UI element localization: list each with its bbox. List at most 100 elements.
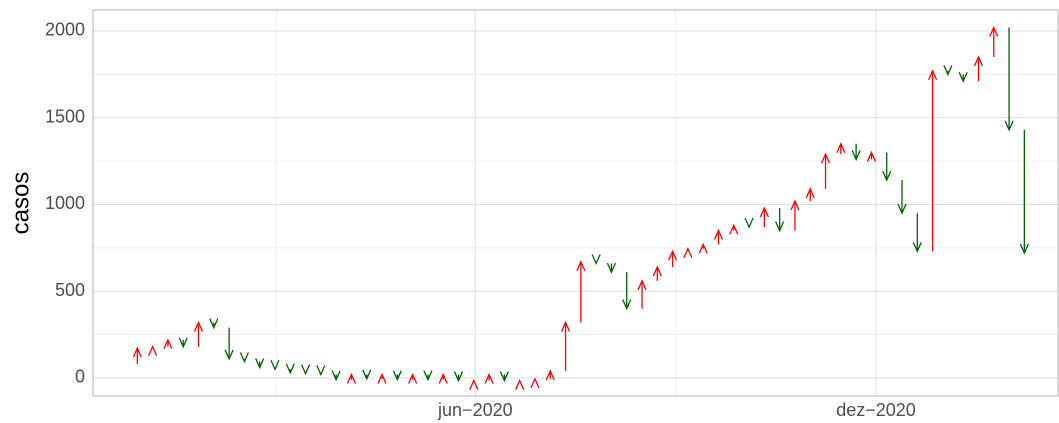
arrow-head [729,223,739,235]
arrow-head [193,320,204,332]
arrow-head [973,55,984,67]
arrow [683,247,693,258]
arrow [652,265,662,281]
arrow [790,199,800,231]
arrow-head [331,370,341,382]
arrow-head [668,249,678,261]
arrow [989,25,999,58]
arrow-head [897,203,907,215]
arrow-head [943,65,953,76]
arrow [193,320,204,347]
x-tick-label: dez−2020 [836,400,916,420]
arrow-head [790,199,800,211]
arrow-head [285,363,295,375]
arrow [560,320,571,372]
arrow [759,206,769,228]
arrow-head [545,369,555,381]
arrow [622,272,632,311]
arrow [729,223,739,235]
arrow [805,187,815,202]
arrow-head [775,221,785,233]
arrow-head [453,371,464,383]
arrow-head [560,320,571,332]
arrow-head [713,228,724,240]
arrow-head [178,337,188,349]
y-tick-label: 500 [55,280,85,300]
arrow [545,369,555,381]
arrow [132,346,142,365]
arrow [958,72,968,83]
arrow [1019,129,1029,255]
arrow [270,360,280,371]
arrow [912,213,922,253]
arrow-head [1004,120,1014,132]
arrow-head [1019,243,1029,255]
arrow [377,372,387,384]
arrow-head [866,150,877,162]
arrow-head [224,349,234,361]
arrow [637,279,647,309]
arrow-head [805,187,815,199]
arrow [209,318,219,330]
arrow-head [408,372,418,384]
y-tick-label: 2000 [45,20,85,40]
arrow [255,358,265,370]
arrow [882,152,892,182]
arrow-head [652,265,662,277]
arrow [362,369,372,381]
arrow [928,69,938,252]
y-tick-label: 1500 [45,106,85,126]
arrow-head [882,170,892,182]
arrow-head [637,279,647,291]
arrow [851,143,861,161]
arrow [331,370,341,382]
arrow-head [469,378,479,390]
arrow-head [346,372,357,384]
arrow-head [989,25,999,37]
y-tick-label: 0 [75,367,85,387]
arrow-head [820,152,831,164]
arrow [713,228,724,245]
arrow-head [576,260,586,271]
arrow-head [606,262,617,274]
arrow-head [163,338,173,350]
arrow [576,260,586,323]
arrow-head [912,242,922,253]
arrow-head [515,378,525,390]
arrow [973,55,984,82]
arrow-head [316,365,326,377]
y-axis-label: casos [7,172,34,235]
arrow-head [392,370,402,382]
arrow-head [377,372,387,384]
arrow [744,217,754,229]
panel-border [92,9,1059,397]
arrow [591,254,601,266]
y-tick-label: 1000 [45,193,85,213]
arrow [224,327,234,361]
arrow-head [928,69,938,81]
arrow [316,365,326,377]
arrow [484,372,494,384]
arrow [897,180,907,215]
arrow [836,142,846,155]
arrow [530,377,540,389]
arrow [775,207,785,233]
arrow-head [300,364,311,376]
arrow [866,150,877,162]
arrow-head [239,352,249,364]
arrow [1004,27,1014,132]
arrow [423,370,433,382]
arrow [408,372,418,384]
arrow-head [438,372,448,384]
arrow [453,371,464,383]
arrow [239,352,249,364]
arrow-head [530,377,540,389]
arrow-head [958,72,968,83]
arrow [392,370,402,382]
arrow [668,249,678,267]
x-tick-label: jun−2020 [437,400,513,420]
arrow-head [591,254,601,266]
arrow-head [209,318,219,330]
arrow [606,262,617,274]
